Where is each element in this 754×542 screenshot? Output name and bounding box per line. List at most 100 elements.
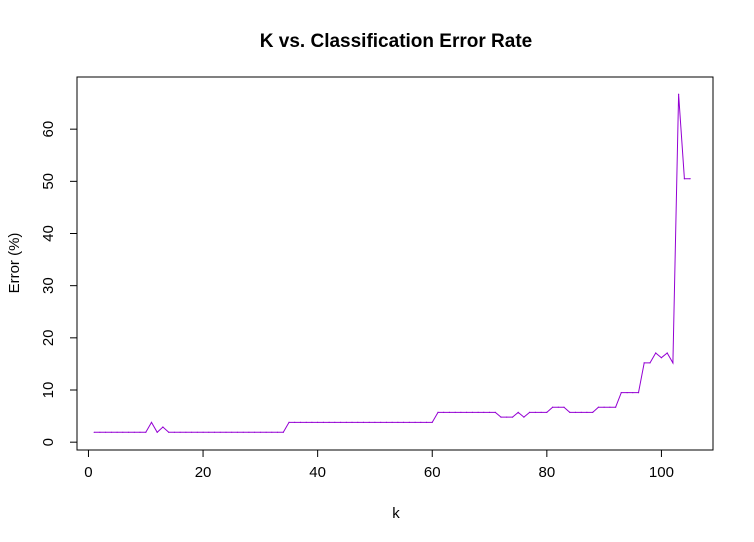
data-point: [649, 362, 651, 364]
data-point: [288, 421, 290, 423]
data-point: [460, 411, 462, 413]
data-point: [615, 406, 617, 408]
data-point: [185, 431, 187, 433]
data-point: [517, 411, 519, 413]
y-tick-label: 30: [40, 277, 57, 294]
data-point: [248, 431, 250, 433]
data-point: [191, 431, 193, 433]
data-point: [225, 431, 227, 433]
data-point: [437, 411, 439, 413]
data-point: [219, 431, 221, 433]
data-point: [672, 362, 674, 364]
y-axis-label: Error (%): [6, 233, 23, 294]
series-line-0: [94, 94, 691, 434]
x-tick-label: 40: [309, 464, 326, 481]
data-point: [202, 431, 204, 433]
data-point: [580, 411, 582, 413]
data-point: [145, 431, 147, 433]
data-point: [660, 357, 663, 359]
data-point: [208, 431, 210, 433]
data-point: [488, 411, 491, 413]
data-point: [643, 362, 645, 364]
data-point: [305, 421, 307, 423]
data-point: [105, 431, 107, 433]
data-point: [380, 421, 382, 423]
data-point: [328, 421, 330, 423]
data-point: [546, 411, 548, 413]
data-point: [523, 416, 525, 418]
data-point: [340, 421, 342, 423]
x-tick-label: 20: [195, 464, 212, 481]
data-point: [414, 421, 416, 423]
data-point: [403, 421, 405, 423]
data-point: [334, 421, 336, 423]
plot-frame: [76, 76, 714, 451]
data-point: [276, 431, 279, 433]
data-point: [110, 431, 112, 433]
data-point: [271, 431, 273, 433]
data-point: [609, 406, 611, 408]
y-tick-label: 60: [40, 121, 57, 138]
data-point: [534, 411, 537, 413]
data-point: [477, 411, 479, 413]
data-point: [471, 411, 473, 413]
data-point: [99, 431, 101, 433]
data-point: [374, 421, 376, 423]
x-axis-label: k: [392, 505, 400, 522]
data-point: [93, 431, 95, 433]
data-point: [632, 392, 634, 394]
data-point: [408, 421, 410, 423]
data-point: [506, 416, 508, 418]
y-tick-label: 10: [40, 382, 57, 399]
data-point: [425, 421, 428, 423]
data-point: [592, 411, 594, 413]
data-point: [483, 411, 485, 413]
data-point: [311, 421, 313, 423]
data-point: [357, 421, 359, 423]
series-layer: [93, 93, 691, 434]
data-point: [196, 431, 198, 433]
data-point: [168, 431, 170, 433]
data-point: [637, 392, 640, 394]
data-point: [213, 431, 216, 433]
y-tick-label: 20: [40, 329, 57, 346]
data-point: [242, 431, 244, 433]
data-point: [133, 431, 135, 433]
data-point: [397, 421, 399, 423]
data-point: [603, 406, 605, 408]
data-point: [678, 93, 680, 95]
data-point: [156, 431, 158, 433]
data-point: [294, 421, 296, 423]
data-point: [420, 421, 422, 423]
data-point: [179, 431, 181, 433]
data-point: [655, 352, 657, 354]
data-point: [299, 421, 302, 423]
chart-title: K vs. Classification Error Rate: [260, 31, 532, 52]
x-tick-label: 80: [538, 464, 555, 481]
x-tick-label: 0: [84, 464, 92, 481]
y-axis: 0 10 20 30 40 50 60: [40, 121, 78, 446]
x-axis: 0 20 40 60 80 100: [84, 449, 674, 481]
data-point: [368, 421, 370, 423]
data-point: [683, 178, 686, 180]
y-tick-label: 50: [40, 173, 57, 190]
data-point: [322, 421, 324, 423]
data-point: [282, 431, 284, 433]
data-point: [122, 431, 124, 433]
data-point: [466, 411, 468, 413]
data-point: [529, 411, 531, 413]
data-point: [500, 416, 502, 418]
data-point: [254, 431, 256, 433]
data-point: [351, 421, 353, 423]
y-tick-label: 0: [40, 438, 57, 446]
x-tick-label: 60: [424, 464, 441, 481]
data-point: [345, 421, 347, 423]
data-point: [494, 411, 496, 413]
data-point: [454, 411, 456, 413]
data-point: [574, 411, 577, 413]
data-point: [385, 421, 387, 423]
data-point: [620, 392, 622, 394]
data-point: [597, 406, 600, 408]
data-point: [563, 406, 565, 408]
